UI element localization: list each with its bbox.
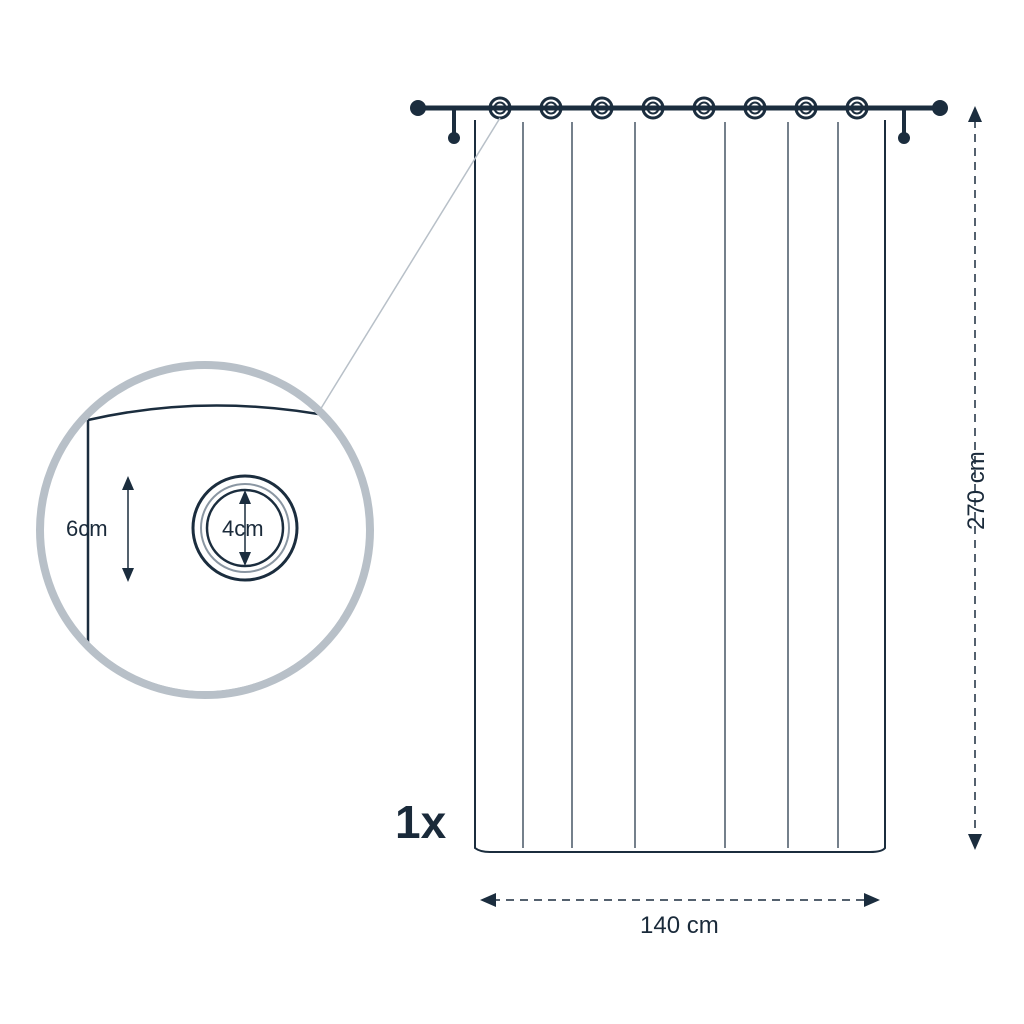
quantity-label: 1x <box>395 795 446 849</box>
curtain-diagram-svg <box>0 0 1024 1024</box>
height-label: 270 cm <box>963 451 991 530</box>
width-label: 140 cm <box>640 912 719 940</box>
outer-diameter-label: 6cm <box>66 516 108 542</box>
width-dimension <box>480 893 880 907</box>
inner-diameter-label: 4cm <box>222 516 264 542</box>
zoom-callout-line <box>320 118 500 410</box>
diagram-canvas: 1x 140 cm 270 cm 6cm 4cm <box>0 0 1024 1024</box>
curtain-panel <box>475 120 885 852</box>
